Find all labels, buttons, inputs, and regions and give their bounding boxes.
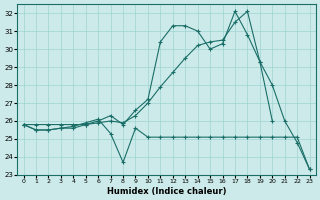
X-axis label: Humidex (Indice chaleur): Humidex (Indice chaleur) — [107, 187, 226, 196]
